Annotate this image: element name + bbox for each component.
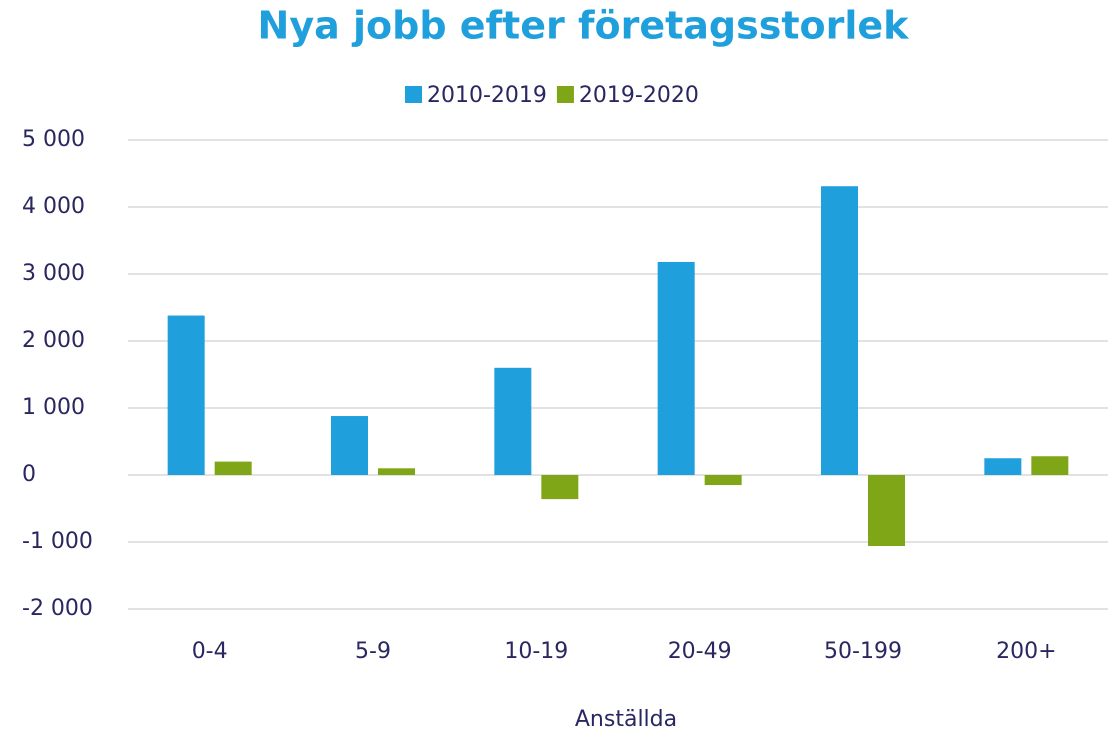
- y-tick-label: -1 000: [22, 529, 93, 554]
- bar: [984, 458, 1022, 475]
- bar: [868, 475, 905, 547]
- bar: [167, 315, 205, 475]
- x-tick-label: 0-4: [192, 639, 228, 664]
- bar: [331, 416, 368, 475]
- legend-swatch: [405, 86, 422, 103]
- y-tick-label: 0: [22, 462, 36, 487]
- chart-title: Nya jobb efter företagsstorlek: [258, 4, 910, 48]
- legend-swatch: [556, 86, 574, 103]
- bar: [1031, 456, 1069, 475]
- x-axis-label: Anställda: [575, 707, 677, 732]
- bar: [657, 261, 695, 475]
- legend-label: 2010-2019: [427, 83, 547, 108]
- y-tick-label: 5 000: [22, 127, 85, 152]
- bar: [494, 367, 532, 475]
- x-tick-label: 10-19: [504, 639, 568, 664]
- bar: [378, 468, 415, 475]
- y-tick-label: 2 000: [22, 328, 85, 353]
- legend-label: 2019-2020: [579, 83, 699, 108]
- x-tick-label: 20-49: [668, 639, 732, 664]
- bar: [821, 186, 858, 476]
- x-tick-label: 50-199: [824, 639, 902, 664]
- x-tick-label: 5-9: [355, 639, 391, 664]
- x-tick-label: 200+: [996, 639, 1056, 664]
- y-tick-label: 1 000: [22, 395, 85, 420]
- bar: [704, 475, 742, 486]
- y-tick-label: 4 000: [22, 194, 85, 219]
- y-tick-label: -2 000: [22, 596, 93, 621]
- bar: [541, 475, 579, 500]
- bar: [214, 461, 252, 475]
- y-tick-label: 3 000: [22, 261, 85, 286]
